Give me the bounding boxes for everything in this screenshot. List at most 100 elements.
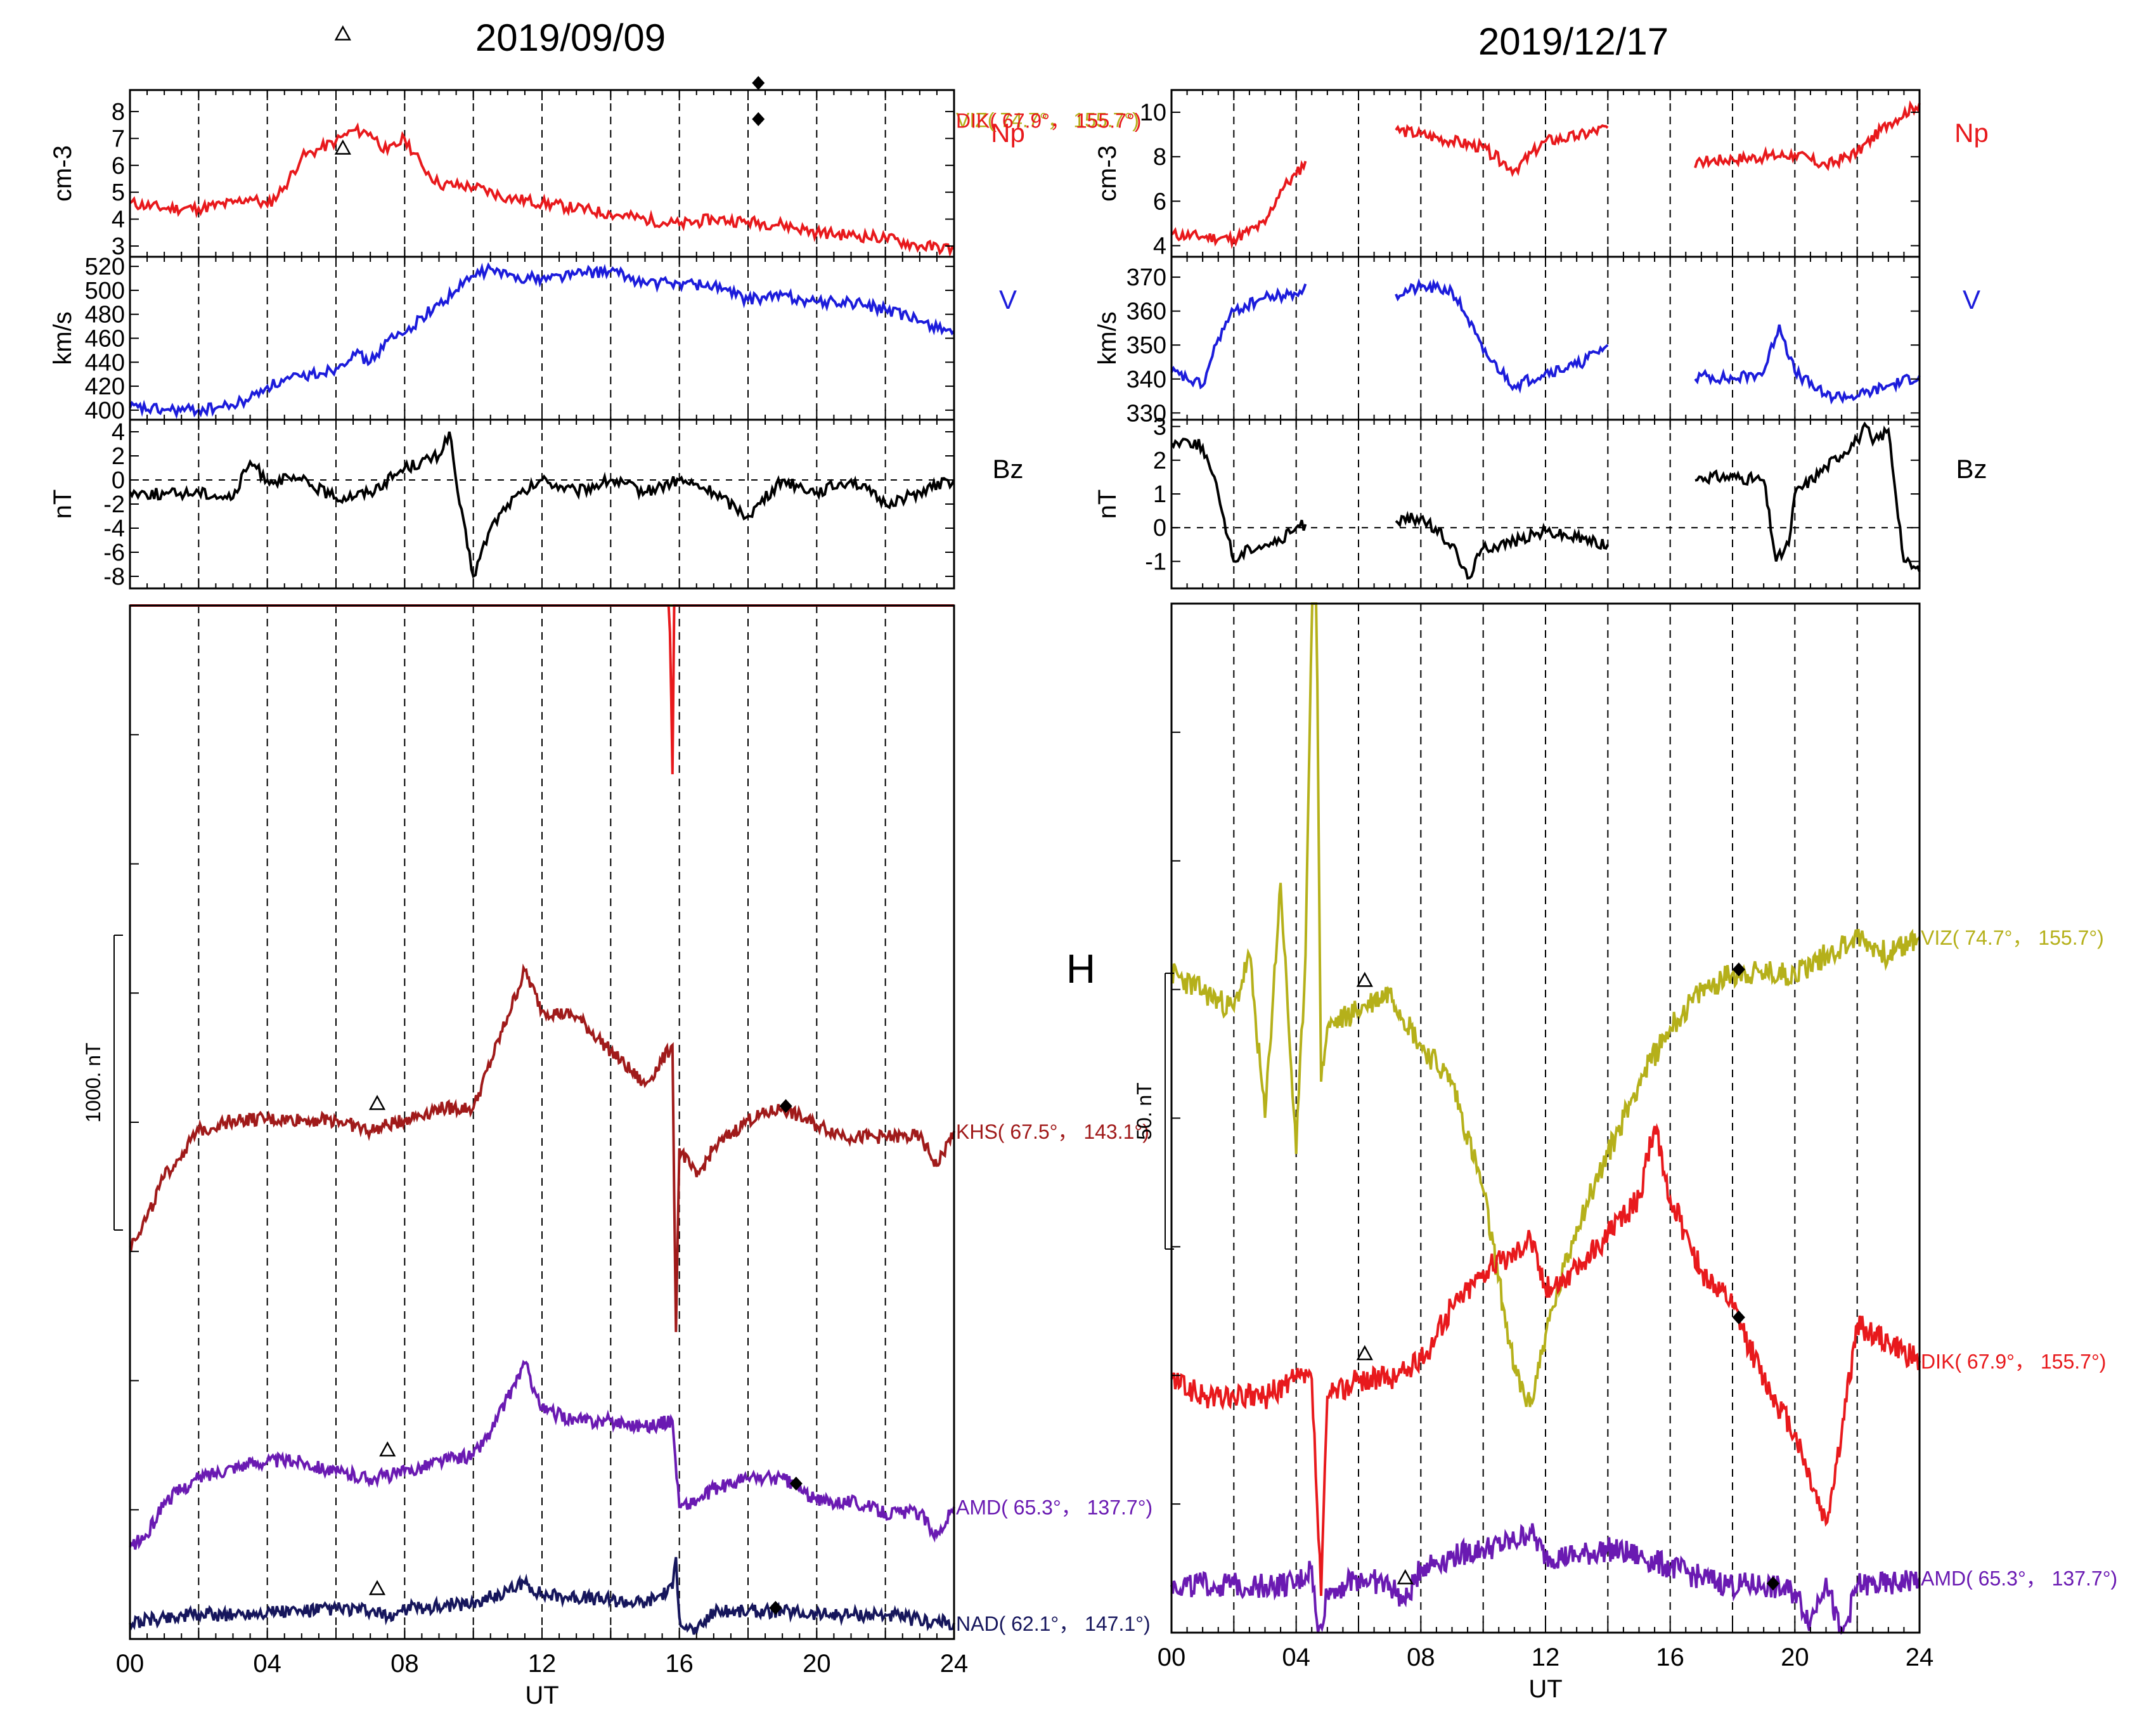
L-dik-onset-triangle: [334, 25, 351, 41]
R-v-series: [1694, 324, 1921, 405]
R-panel-ground-h: VIZ( 74.7°， 155.7°) DIK( 67.9°， 155.7°) AM…: [1066, 602, 2117, 1703]
L-amd-label: AMD( 65.3°， 137.7°): [956, 1496, 1152, 1519]
L-dik-label: DIK( 67.9°， 155.7°): [956, 109, 1141, 132]
R-viz-series: [1170, 602, 1921, 1408]
R-bz-series: [1395, 510, 1610, 580]
L-dik-end-diamond: [752, 75, 765, 90]
R-bz-label: Bz: [1956, 454, 1987, 484]
y-tick-label: 440: [85, 349, 125, 376]
panel-frame: [1170, 602, 1921, 1634]
R-dik-end-diamond: [1732, 1310, 1745, 1325]
L-x-axis-label: UT: [525, 1681, 558, 1709]
y-tick-label: 0: [112, 467, 125, 494]
L-nad-label: NAD( 62.1°， 147.1°): [956, 1612, 1151, 1635]
L-amd-series: [129, 1359, 955, 1550]
y-tick-label: -6: [103, 540, 125, 566]
R-panel-np: 4 6 8 10 cm-3 Np: [1094, 89, 1989, 259]
y-tick-label: 350: [1126, 332, 1166, 359]
y-tick-label: 4: [112, 207, 125, 233]
R-panel-bz: -1 0 1 2 3 nT Bz: [1094, 414, 1987, 590]
L-viz-onset-triangle: [334, 139, 351, 155]
x-tick-label: 00: [116, 1650, 145, 1678]
L-np-series: [129, 122, 955, 257]
y-tick-label: 1: [1153, 481, 1166, 508]
y-tick-label: 2: [1153, 448, 1166, 474]
y-tick-label: 8: [112, 99, 125, 126]
R-np-series: [1170, 160, 1307, 249]
R-v-label: V: [1963, 285, 1980, 314]
x-tick-label: 04: [1282, 1643, 1310, 1671]
R-np-ylabel: cm-3: [1094, 145, 1121, 202]
x-tick-label: 24: [940, 1650, 969, 1678]
y-tick-label: 2: [112, 443, 125, 470]
y-tick-label: 480: [85, 302, 125, 328]
y-tick-label: 4: [1153, 233, 1166, 259]
y-tick-label: 460: [85, 326, 125, 353]
R-scale-label: 50. nT: [1133, 1082, 1156, 1140]
x-tick-label: 16: [665, 1650, 694, 1678]
L-scale-label: 1000. nT: [82, 1042, 105, 1122]
R-component-label: H: [1066, 946, 1095, 992]
R-np-label: Np: [1954, 118, 1989, 148]
R-viz-label: VIZ( 74.7°， 155.7°): [1921, 926, 2104, 949]
title-left: 2019/09/09: [475, 16, 666, 59]
y-tick-label: 330: [1126, 400, 1166, 427]
R-dik-onset-triangle: [1356, 1345, 1373, 1361]
L-nad-end-diamond: [769, 1600, 782, 1615]
y-tick-label: 5: [112, 179, 125, 206]
y-tick-label: 6: [1153, 188, 1166, 215]
x-tick-label: 24: [1906, 1643, 1934, 1671]
y-tick-label: -4: [103, 515, 125, 542]
y-tick-label: 360: [1126, 299, 1166, 325]
R-viz-end-diamond: [1732, 962, 1745, 976]
R-bz-series: [1170, 437, 1307, 563]
R-x-axis-label: UT: [1528, 1675, 1562, 1703]
x-tick-label: 12: [1532, 1643, 1560, 1671]
R-dik-series: [1170, 1123, 1921, 1597]
y-tick-label: 6: [112, 153, 125, 179]
L-nad-series: [129, 1557, 955, 1637]
y-tick-label: 400: [85, 398, 125, 424]
y-tick-label: 520: [85, 254, 125, 280]
y-tick-label: -8: [103, 564, 125, 590]
L-khs-label: KHS( 67.5°， 143.1°): [956, 1120, 1149, 1143]
L-panel-ground-h: VIZ( 74.7°， 155.7°)DIK( 67.9°， 155.7°) KH…: [82, 25, 1152, 1709]
y-tick-label: 3: [112, 233, 125, 260]
chart-right: 46810cm-3Np330340350360370km/sV-10123nTB…: [1066, 89, 2117, 1703]
L-v-ylabel: km/s: [49, 311, 77, 365]
y-tick-label: -1: [1145, 548, 1166, 575]
chart-left: 345678cm-3Np400420440460480500520km/sV-8…: [49, 25, 1152, 1709]
y-tick-label: 10: [1140, 100, 1166, 126]
R-v-ylabel: km/s: [1094, 311, 1121, 365]
R-viz-onset-triangle: [1356, 971, 1373, 987]
L-np-label: Np: [991, 118, 1025, 148]
R-v-series: [1170, 283, 1307, 390]
L-np-ylabel: cm-3: [49, 145, 77, 202]
R-amd-series: [1170, 1523, 1921, 1635]
L-khs-end-diamond: [779, 1099, 792, 1113]
R-amd-end-diamond: [1766, 1576, 1779, 1591]
x-tick-label: 08: [390, 1650, 419, 1678]
x-tick-label: 20: [803, 1650, 831, 1678]
y-tick-label: 0: [1153, 515, 1166, 541]
L-viz-label: VIZ( 74.7°， 155.7°): [956, 109, 1139, 132]
y-tick-label: 4: [112, 419, 125, 446]
y-tick-label: 420: [85, 373, 125, 400]
R-dik-label: DIK( 67.9°， 155.7°): [1921, 1351, 2106, 1373]
y-tick-label: 3: [1153, 414, 1166, 441]
y-tick-label: 340: [1126, 366, 1166, 393]
y-tick-label: 8: [1153, 144, 1166, 171]
L-bz-ylabel: nT: [49, 489, 77, 519]
title-right: 2019/12/17: [1478, 20, 1668, 63]
R-bz-series: [1694, 421, 1921, 573]
L-viz-end-diamond: [752, 112, 765, 126]
y-tick-label: 7: [112, 126, 125, 152]
L-khs-series: [129, 963, 955, 1332]
x-tick-label: 00: [1158, 1643, 1186, 1671]
x-tick-label: 08: [1407, 1643, 1435, 1671]
L-nad-onset-triangle: [368, 1579, 386, 1595]
L-v-series: [129, 262, 955, 420]
